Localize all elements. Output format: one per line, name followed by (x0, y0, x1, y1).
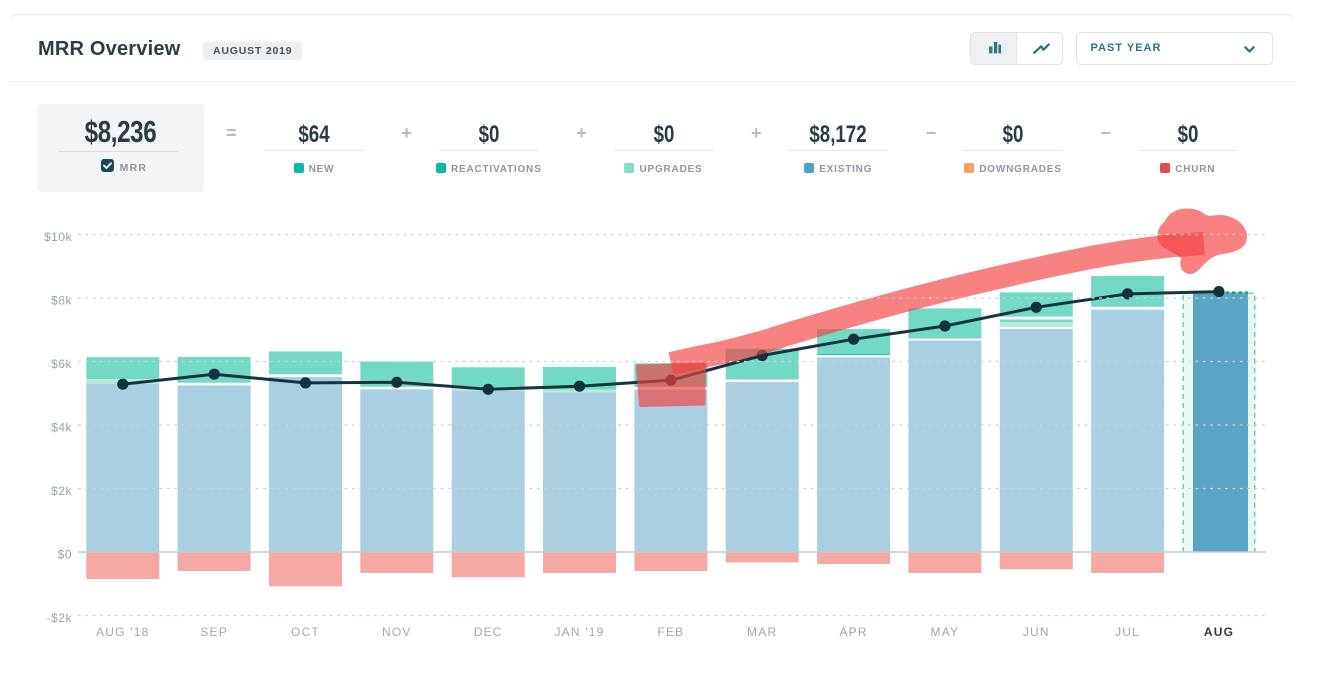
svg-text:$10k: $10k (44, 230, 73, 244)
svg-text:MAR: MAR (747, 625, 777, 639)
svg-text:AUG '18: AUG '18 (96, 625, 149, 639)
svg-text:JUL: JUL (1115, 625, 1140, 639)
svg-text:DEC: DEC (474, 625, 503, 639)
svg-text:OCT: OCT (291, 625, 320, 639)
svg-text:$2k: $2k (51, 484, 72, 498)
svg-text:MAY: MAY (931, 625, 960, 639)
svg-text:JUN: JUN (1023, 625, 1050, 639)
svg-text:AUG: AUG (1204, 625, 1234, 639)
svg-text:NOV: NOV (382, 625, 412, 639)
svg-text:$6k: $6k (51, 357, 72, 371)
svg-text:FEB: FEB (657, 625, 684, 639)
svg-text:SEP: SEP (200, 625, 228, 639)
svg-text:$8k: $8k (51, 293, 72, 307)
svg-text:JAN '19: JAN '19 (554, 625, 604, 639)
svg-text:$0: $0 (58, 547, 72, 561)
svg-text:$4k: $4k (51, 420, 72, 434)
svg-text:-$2k: -$2k (47, 611, 73, 625)
svg-text:APR: APR (839, 625, 867, 639)
